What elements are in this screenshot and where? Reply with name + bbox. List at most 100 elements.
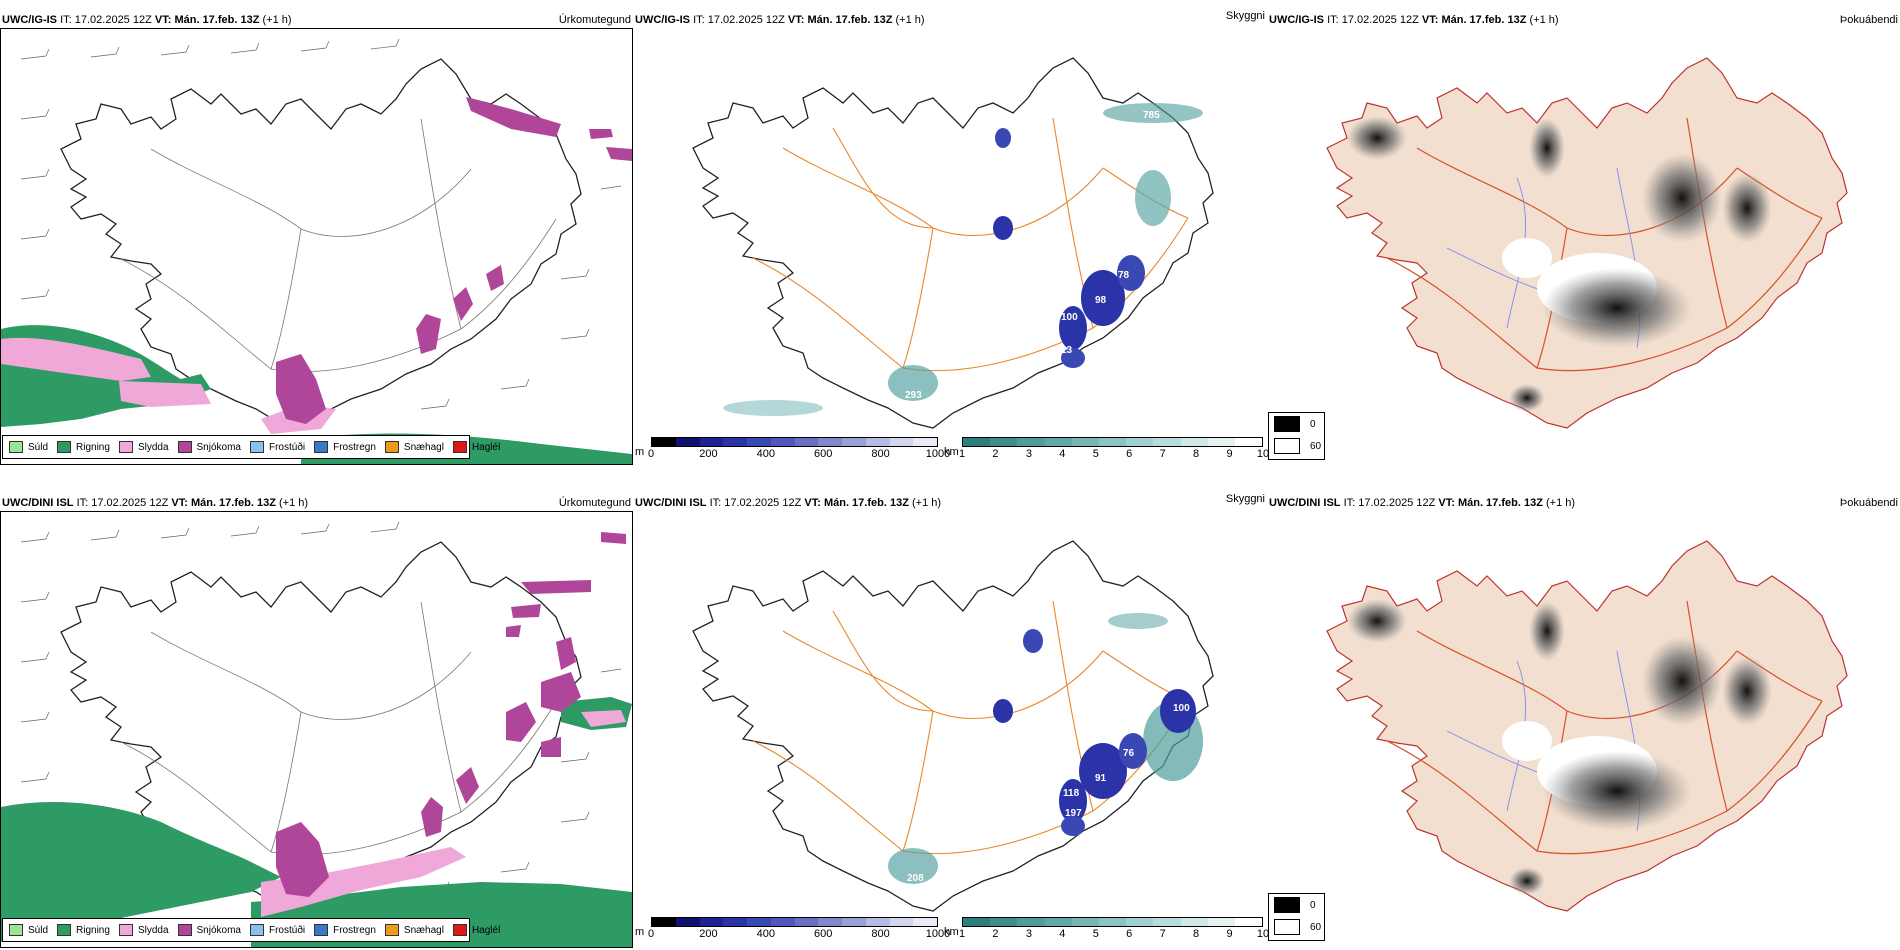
rain-area: [1, 802, 281, 942]
snow-area: [601, 532, 626, 544]
cloud-base-label: 98: [1095, 295, 1107, 306]
panel-title: Þokuábendi: [1839, 14, 1898, 26]
cloud-base-label: 76: [1123, 748, 1135, 759]
colorbar-cell: [1126, 918, 1154, 926]
cloudbase-colorbar: m 0 200 400 600 800 1000: [635, 437, 950, 461]
fog-swatch-black: [1274, 897, 1300, 913]
colorbar-tick: 400: [756, 928, 775, 940]
visibility-unit: km: [944, 926, 959, 938]
panel-title: Úrkomutegund: [558, 497, 631, 509]
cloud-base-label: 208: [907, 873, 924, 884]
snow-area: [511, 604, 541, 618]
colorbar-tick: 5: [1092, 448, 1099, 460]
panel-header: UWC/DINI ISL IT: 17.02.2025 12Z VT: Mán.…: [1267, 493, 1900, 511]
colorbar-tick: 9: [1226, 448, 1233, 460]
fog-panel-2: UWC/DINI ISL IT: 17.02.2025 12Z VT: Mán.…: [1267, 493, 1900, 948]
visibility-ticks: 1 2 3 4 5 6 7 8 9 10: [958, 927, 1269, 941]
fog-legend-row: 0: [1269, 894, 1324, 916]
snow-swatch: [177, 924, 192, 936]
colorbar-cell: [1098, 438, 1127, 446]
colorbar-tick: 400: [756, 448, 775, 460]
model-name: UWC/DINI ISL: [2, 497, 74, 509]
init-time: 17.02.2025 12Z: [74, 14, 152, 26]
precip-legend: Súld Rigning Slydda Snjókoma Frostúði Fr…: [2, 435, 500, 459]
snow-area: [466, 97, 561, 137]
hail-swatch: [452, 924, 467, 936]
snow-area: [541, 672, 581, 712]
visibility-cells: [962, 917, 1263, 927]
drizzle-swatch: [9, 441, 23, 453]
colorbar-cell: [1234, 438, 1263, 446]
colorbar-cell: [842, 438, 866, 446]
freezing-rain-swatch: [314, 924, 329, 936]
colorbar-cell: [1153, 918, 1181, 926]
colorbar-tick: 5: [1092, 928, 1099, 940]
legend-hail: Haglél: [452, 924, 500, 936]
precip-legend: Súld Rigning Slydda Snjókoma Frostúði Fr…: [2, 918, 500, 942]
snow-area: [506, 625, 521, 637]
colorbar-tick: 800: [871, 928, 890, 940]
colorbar-cell: [1153, 438, 1181, 446]
colorbar-cell: [1071, 438, 1099, 446]
colorbar-cell: [1126, 438, 1154, 446]
valid-time: VT: Mán. 17.feb. 13Z: [154, 14, 260, 26]
cloud-base-labels: 785 78 98 100 13 293: [905, 110, 1160, 401]
model-name: UWC/DINI ISL: [635, 497, 707, 509]
visibility-cells: [962, 437, 1263, 447]
snow-area: [416, 314, 441, 354]
visibility-panel-1: UWC/IG-IS IT: 17.02.2025 12Z VT: Mán. 17…: [633, 10, 1267, 465]
cloudbase-cells: [651, 437, 938, 447]
valid-time: VT: Mán. 17.feb. 13Z: [1438, 497, 1543, 509]
colorbar-tick: 10: [1256, 448, 1270, 460]
colorbar-cell: [675, 438, 700, 446]
visibility-map: 785 78 98 100 13 293: [692, 57, 1214, 429]
model-name: UWC/DINI ISL: [1269, 497, 1341, 509]
colorbar-cell: [1071, 918, 1099, 926]
colorbar-tick: 2: [992, 448, 999, 460]
snow-area: [456, 767, 479, 804]
colorbar-tick: 600: [814, 448, 833, 460]
colorbar-cell: [794, 918, 819, 926]
legend-drizzle: Súld: [9, 441, 48, 453]
colorbar-cell: [990, 438, 1018, 446]
colorbar-cell: [842, 918, 866, 926]
cloudbase-ticks: 0 200 400 600 800 1000: [648, 927, 950, 941]
lead-time: (+1 h): [278, 497, 309, 509]
colorbar-cell: [818, 918, 842, 926]
legend-hail: Haglél: [452, 441, 500, 453]
model-name: UWC/IG-IS: [2, 14, 57, 26]
freezing-drizzle-swatch: [249, 441, 264, 453]
colorbar-cell: [1017, 438, 1045, 446]
colorbar-tick: 6: [1126, 928, 1133, 940]
colorbar-cell: [1098, 918, 1127, 926]
colorbar-tick: 4: [1059, 928, 1066, 940]
snow-area: [589, 129, 613, 139]
colorbar-cell: [865, 918, 890, 926]
fog-swatch-white: [1274, 438, 1300, 454]
panel-header: UWC/IG-IS IT: 17.02.2025 12Z VT: Mán. 17…: [633, 10, 1267, 28]
colorbar-cell: [963, 438, 991, 446]
fog-legend-row: 60: [1269, 435, 1324, 457]
colorbar-tick: 1000: [925, 928, 951, 940]
panel-title: Þokuábendi: [1839, 497, 1898, 509]
colorbar-tick: 3: [1025, 928, 1032, 940]
valid-time: VT: Mán. 17.feb. 13Z: [1421, 14, 1527, 26]
fog-map: [1326, 57, 1848, 429]
visibility-unit: km: [944, 446, 959, 458]
rain-swatch: [57, 441, 72, 453]
cloud-base-label: 100: [1173, 703, 1190, 714]
colorbar-tick: 1: [958, 928, 966, 940]
model-name: UWC/IG-IS: [635, 14, 690, 26]
cloud-base-label: 197: [1065, 808, 1082, 819]
cloudbase-cells: [651, 917, 938, 927]
fog-swatch-white: [1274, 919, 1300, 935]
snow-swatch: [177, 441, 192, 453]
model-name: UWC/IG-IS: [1269, 14, 1324, 26]
lead-time: (+1 h): [895, 14, 925, 26]
colorbar-tick: 4: [1059, 448, 1066, 460]
cloud-base-labels: 76 91 118 197 100 208: [907, 703, 1190, 884]
snow-area: [453, 287, 473, 321]
precip-panel-1: UWC/IG-IS IT: 17.02.2025 12Z VT: Mán. 17…: [0, 10, 633, 465]
colorbar-tick: 200: [699, 448, 718, 460]
it-prefix: IT:: [60, 14, 72, 26]
